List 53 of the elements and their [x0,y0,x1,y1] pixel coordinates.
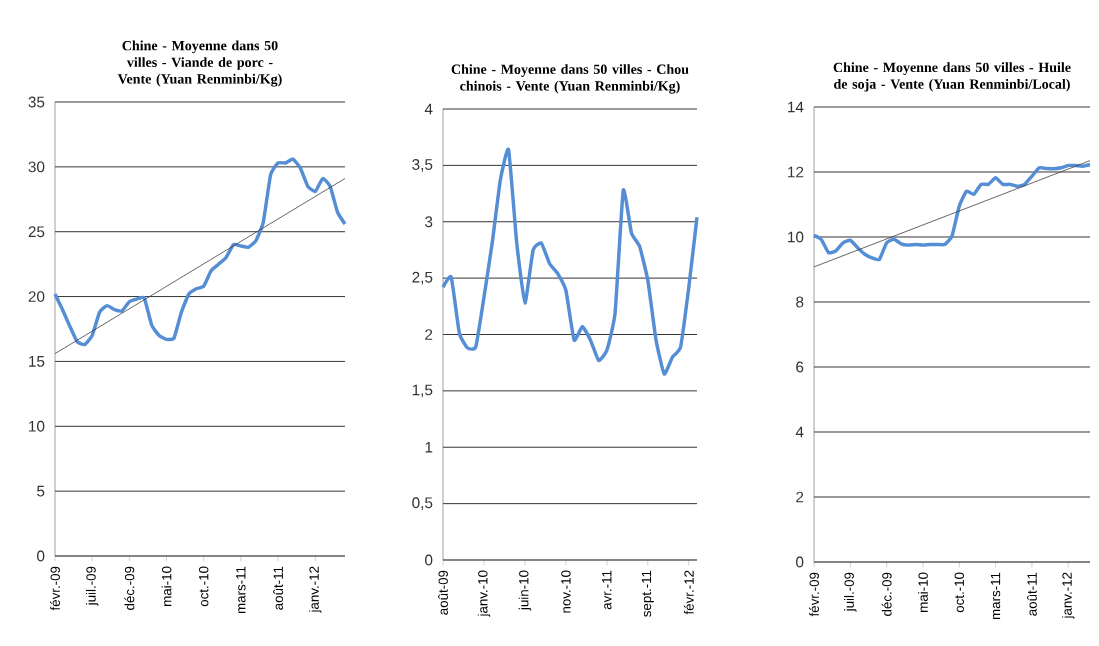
y-tick-label: 4 [795,426,804,438]
y-tick-label: 8 [796,296,804,308]
y-tick-label: 0 [425,554,433,566]
x-tick-label: mars-11 [236,566,246,614]
chart-title: Chine - Moyenne dans 50 villes - Viande de porc - Vente (Yuan Renminbi/Kg) [117,40,282,87]
x-tick-label: août-11 [1026,572,1037,616]
y-tick-label: 25 [28,226,45,238]
x-tick-label: juil.-09 [85,566,99,606]
y-tick-label: 15 [29,356,45,367]
x-tick-label: oct.-10 [954,572,964,613]
y-tick-label: 0 [796,556,804,568]
x-tick-label: juil.-09 [844,572,857,612]
line-series [441,147,699,376]
y-tick-label: 0 [37,550,45,562]
y-tick-label: 35 [28,96,45,108]
y-tick-label: 0,5 [412,497,433,510]
y-tick-label: 3 [425,216,433,228]
x-tick-label: mars-11 [990,572,1001,620]
x-tick-label: févr.-12 [683,570,694,615]
y-tick-label: 2 [796,491,804,503]
x-tick-label: janv.-12 [1062,572,1075,619]
y-tick-label: 4 [424,103,433,115]
x-tick-label: avr.-11 [602,570,612,610]
y-tick-label: 6 [796,361,804,373]
x-tick-label: janv.-10 [477,570,491,617]
y-tick-label: 30 [28,161,45,173]
x-tick-label: déc.-09 [124,566,135,610]
x-tick-label: nov.-10 [561,570,571,613]
x-tick-label: août-11 [273,566,283,610]
x-tick-label: mai-10 [161,566,172,606]
y-tick-label: 10 [788,231,804,243]
x-tick-label: févr.-09 [50,566,60,611]
y-tick-label: 12 [788,166,804,178]
x-tick-label: oct.-10 [199,566,209,607]
x-tick-label: déc.-09 [881,572,892,616]
y-tick-label: 10 [29,420,45,432]
y-tick-label: 14 [788,101,804,113]
chart-title: Chine - Moyenne dans 50 villes - Huile de soja - Vente (Yuan Renminbi/Local) [833,62,1071,92]
y-tick-label: 2,5 [412,271,433,285]
y-tick-label: 3,5 [412,159,433,172]
x-tick-label: sept.-11 [641,570,654,617]
x-tick-label: août-09 [438,570,448,615]
y-tick-label: 1 [425,441,433,453]
y-tick-label: 1,5 [412,384,433,398]
x-tick-label: mai-10 [918,572,928,612]
y-tick-label: 5 [37,485,45,497]
chart-title: Chine - Moyenne dans 50 villes - Chou chinois - Vente (Yuan Renminbi/Kg) [451,64,689,94]
y-tick-label: 2 [425,329,433,340]
line-series [53,157,347,347]
y-tick-label: 20 [28,291,45,302]
x-tick-label: juin-10 [518,570,532,611]
x-tick-label: févr.-09 [809,572,819,617]
x-tick-label: janv.-12 [309,566,322,613]
